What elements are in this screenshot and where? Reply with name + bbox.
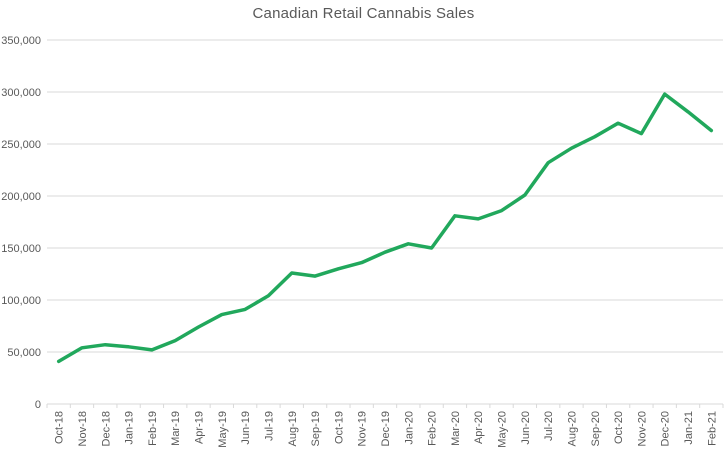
x-axis-tick-label: Oct-18 (54, 411, 66, 444)
x-axis-tick-label: Dec-20 (660, 411, 672, 446)
x-axis-tick-label: Jan-20 (403, 411, 415, 445)
x-axis-tick-label: Dec-19 (380, 411, 392, 446)
cannabis-sales-line (56, 92, 714, 364)
x-axis-tick-label: Jun-20 (520, 411, 532, 445)
x-axis-tick-label: Sep-20 (590, 411, 602, 446)
x-axis-tick-label: Oct-20 (613, 411, 625, 444)
x-axis-tick-label: Feb-21 (706, 411, 718, 446)
x-axis-tick-label: Dec-18 (100, 411, 112, 446)
x-axis-tick-label: Jun-19 (240, 411, 252, 445)
x-axis-tick-label: May-20 (497, 411, 509, 448)
x-axis-tick-label: Feb-19 (147, 411, 159, 446)
x-axis-tick-label: Jul-19 (263, 411, 275, 441)
y-axis-tick-label: 250,000 (1, 139, 41, 151)
y-axis-tick-label: 350,000 (1, 35, 41, 47)
x-axis-tick-label: Apr-19 (194, 411, 206, 444)
y-axis-tick-label: 100,000 (1, 295, 41, 307)
x-axis-tick-label: Mar-20 (450, 411, 462, 446)
x-axis-tick-label: May-19 (217, 411, 229, 448)
chart-title: Canadian Retail Cannabis Sales (252, 5, 475, 22)
x-axis-tick-label: Feb-20 (427, 411, 439, 446)
x-axis-tick-label: Jul-20 (543, 411, 555, 441)
y-axis-tick-label: 150,000 (1, 243, 41, 255)
x-axis-tick-label: Sep-19 (310, 411, 322, 446)
x-axis-tick-label: Aug-19 (287, 411, 299, 446)
x-axis-tick-label: Mar-19 (170, 411, 182, 446)
x-axis-tick-label: Oct-19 (333, 411, 345, 444)
y-axis-tick-label: 300,000 (1, 87, 41, 99)
y-axis-tick-label: 200,000 (1, 191, 41, 203)
x-axis-tick-label: Apr-20 (473, 411, 485, 444)
x-axis-tick-label: Nov-20 (636, 411, 648, 446)
x-axis-tick-label: Nov-18 (77, 411, 89, 446)
x-axis-tick-label: Jan-21 (683, 411, 695, 445)
y-axis-tick-label: 0 (35, 399, 41, 411)
x-axis-tick-label: Nov-19 (357, 411, 369, 446)
y-axis-tick-label: 50,000 (7, 347, 41, 359)
x-axis-tick-label: Jan-19 (124, 411, 136, 445)
x-axis-tick-label: Aug-20 (566, 411, 578, 446)
